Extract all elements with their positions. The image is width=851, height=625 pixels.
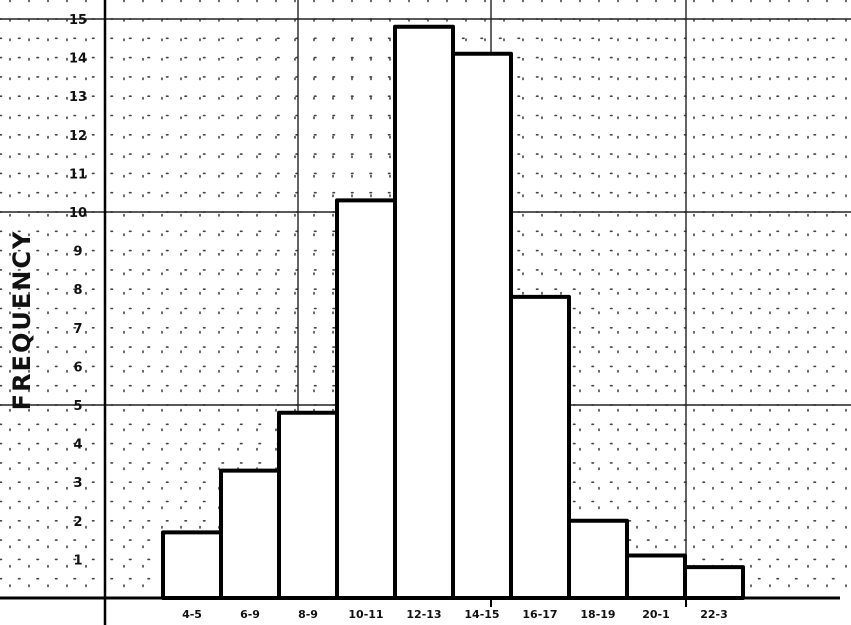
- x-tick-labels: 4-5 6-9 8-9 10-11 12-13 14-15 16-17 18-19 20-1 22…: [182, 608, 728, 621]
- x-tick-label: 12-13: [406, 608, 441, 621]
- y-tick-label: 2: [73, 515, 82, 530]
- bar-4-5: [161, 530, 223, 601]
- bar-14-15: [451, 51, 513, 600]
- bar-20-1: [625, 553, 687, 600]
- y-tick-label: 10: [69, 206, 87, 221]
- x-tick-label: 16-17: [522, 608, 557, 621]
- bar-10-11: [335, 198, 397, 600]
- y-tick-label: 9: [73, 245, 82, 260]
- y-tick-label: 3: [73, 476, 82, 491]
- y-tick-label: 6: [73, 360, 82, 375]
- x-tick-label: 6-9: [240, 608, 260, 621]
- bar-16-17: [509, 294, 571, 600]
- bar-8-9: [277, 410, 339, 601]
- y-tick-label: 13: [69, 90, 87, 105]
- y-tick-label: 1: [73, 553, 82, 568]
- y-tick-label: 5: [73, 399, 82, 414]
- y-tick-label: 4: [73, 438, 82, 453]
- y-axis-label: FREQUENCY: [8, 230, 36, 411]
- x-tick-label: 4-5: [182, 608, 202, 621]
- y-tick-label: 15: [69, 13, 87, 28]
- y-tick-label: 7: [73, 322, 82, 337]
- y-tick-label: 8: [73, 283, 82, 298]
- bar-12-13: [393, 24, 455, 600]
- bar-22-3: [683, 565, 745, 600]
- y-tick-label: 11: [69, 167, 87, 182]
- x-tick-label: 10-11: [348, 608, 383, 621]
- x-tick-label: 18-19: [580, 608, 615, 621]
- x-tick-label: 22-3: [700, 608, 728, 621]
- bar-6-9: [219, 468, 281, 601]
- x-tick-label: 20-1: [642, 608, 670, 621]
- y-tick-label: 14: [69, 52, 87, 67]
- x-tick-label: 14-15: [464, 608, 499, 621]
- bar-18-19: [567, 518, 629, 600]
- y-tick-label: 12: [69, 129, 87, 144]
- x-tick-label: 8-9: [298, 608, 318, 621]
